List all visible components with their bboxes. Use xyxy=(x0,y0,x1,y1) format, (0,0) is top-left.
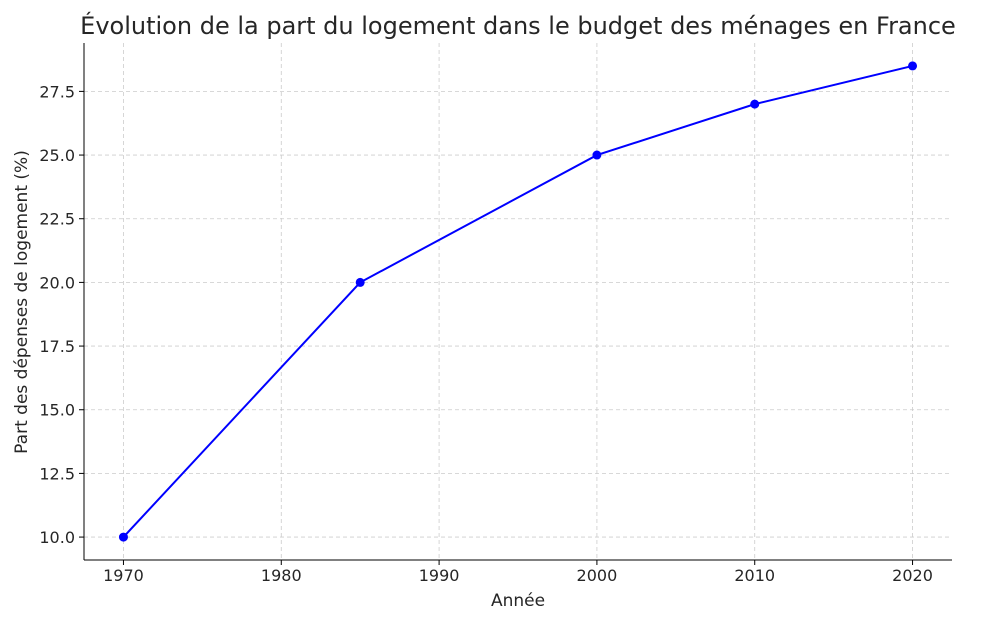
series-line xyxy=(122,64,913,538)
x-tick-label: 2010 xyxy=(734,566,775,585)
y-tick-label: 15.0 xyxy=(39,401,75,420)
y-tick-label: 25.0 xyxy=(39,146,75,165)
data-point xyxy=(118,532,128,542)
x-axis-label: Année xyxy=(491,591,545,611)
tick-labels: 1970 1980 1990 2000 2010 2020 10.0 12.5 15.0 17.5… xyxy=(39,82,933,585)
y-tick-label: 12.5 xyxy=(39,464,75,483)
x-tick-label: 2020 xyxy=(892,566,933,585)
chart-title: Évolution de la part du logement dans le… xyxy=(80,11,956,40)
grid xyxy=(84,43,952,560)
data-point xyxy=(750,99,760,109)
data-point xyxy=(592,150,602,160)
y-axis-label: Part des dépenses de logement (%) xyxy=(12,150,32,454)
y-tick-label: 22.5 xyxy=(39,210,75,229)
axes xyxy=(79,43,952,565)
x-tick-label: 1970 xyxy=(103,566,144,585)
x-tick-label: 1990 xyxy=(419,566,460,585)
y-tick-label: 10.0 xyxy=(39,528,75,547)
y-tick-label: 20.0 xyxy=(39,273,75,292)
y-tick-label: 17.5 xyxy=(39,337,75,356)
data-point xyxy=(908,61,918,71)
y-tick-label: 27.5 xyxy=(39,82,75,101)
data-point xyxy=(355,277,365,287)
x-tick-label: 2000 xyxy=(577,566,618,585)
series xyxy=(118,61,918,542)
x-tick-label: 1980 xyxy=(261,566,302,585)
